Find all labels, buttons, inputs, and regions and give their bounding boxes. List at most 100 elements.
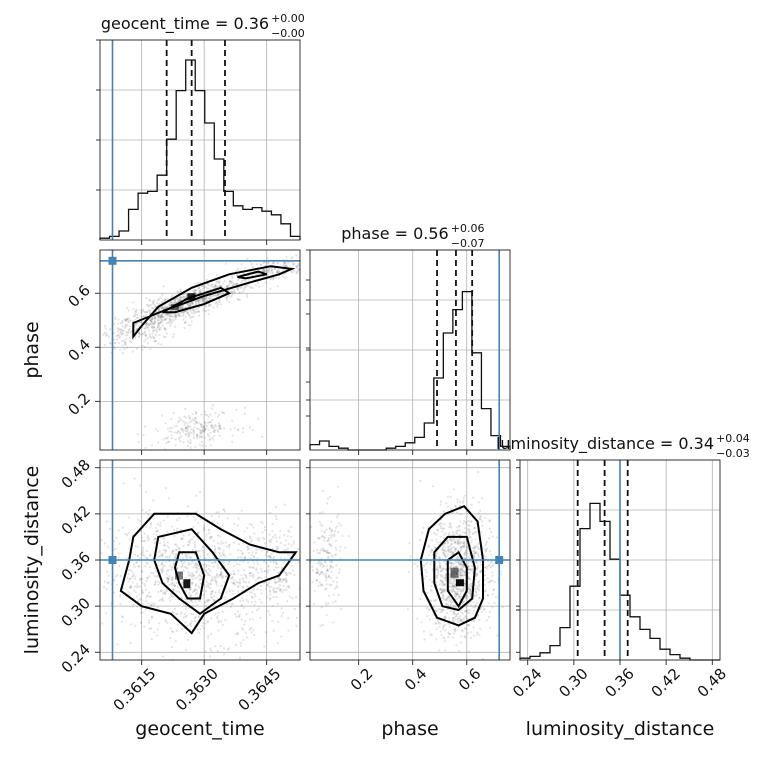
scatter-point <box>216 564 219 567</box>
scatter-point <box>478 596 481 600</box>
scatter-point <box>220 620 223 623</box>
scatter-point <box>450 551 453 554</box>
scatter-point <box>204 410 207 413</box>
scatter-point <box>197 299 201 302</box>
scatter-point <box>291 569 294 572</box>
scatter-point <box>230 572 233 576</box>
scatter-point <box>134 310 137 313</box>
scatter-point <box>419 539 422 542</box>
scatter-point <box>200 625 204 628</box>
scatter-point <box>491 606 494 609</box>
scatter-point <box>178 547 181 550</box>
scatter-point <box>437 561 441 564</box>
scatter-point <box>256 282 259 285</box>
scatter-point <box>462 618 465 621</box>
scatter-point <box>451 584 454 587</box>
scatter-point <box>210 590 213 593</box>
scatter-point <box>126 323 129 327</box>
scatter-point <box>251 286 254 289</box>
scatter-point <box>280 615 283 618</box>
scatter-point <box>477 555 480 558</box>
scatter-point <box>465 550 468 554</box>
scatter-point <box>321 511 324 514</box>
scatter-point <box>188 430 191 434</box>
scatter-point <box>104 327 107 330</box>
scatter-point <box>155 530 158 533</box>
scatter-point <box>114 575 117 578</box>
scatter-point <box>164 620 167 623</box>
scatter-point <box>451 636 454 639</box>
scatter-point <box>268 598 272 601</box>
scatter-point <box>486 547 489 550</box>
scatter-point <box>458 572 461 576</box>
scatter-point <box>203 298 207 301</box>
scatter-point <box>487 594 490 597</box>
scatter-point <box>102 586 106 589</box>
scatter-point <box>278 578 282 581</box>
scatter-point <box>236 556 240 559</box>
scatter-point <box>126 533 129 537</box>
scatter-point <box>187 435 190 438</box>
scatter-point <box>441 594 445 597</box>
scatter-point <box>207 568 211 571</box>
scatter-point <box>167 440 170 444</box>
scatter-point <box>222 553 226 556</box>
scatter-point <box>451 563 454 566</box>
scatter-point <box>292 557 295 560</box>
contour-line <box>119 512 298 635</box>
scatter-point <box>236 282 239 285</box>
scatter-point <box>186 505 190 508</box>
scatter-point <box>150 616 153 619</box>
scatter-point <box>447 533 451 536</box>
scatter-point <box>431 549 434 552</box>
scatter-point <box>203 428 207 431</box>
scatter-point <box>488 610 491 614</box>
scatter-point <box>134 318 137 321</box>
scatter-point <box>164 486 167 490</box>
scatter-point <box>213 595 216 598</box>
scatter-point <box>325 577 328 580</box>
scatter-point <box>451 551 455 554</box>
scatter-point <box>146 602 150 605</box>
scatter-point <box>191 604 194 608</box>
scatter-point <box>130 623 133 626</box>
scatter-point <box>472 552 475 555</box>
scatter-point <box>341 534 344 537</box>
scatter-point <box>238 581 241 584</box>
scatter-point <box>272 277 276 280</box>
scatter-point <box>436 619 440 622</box>
scatter-point <box>202 300 205 303</box>
scatter-point <box>214 561 217 564</box>
scatter-point <box>476 545 479 548</box>
scatter-point <box>121 329 124 332</box>
scatter-point <box>296 264 300 267</box>
scatter-point <box>207 297 211 300</box>
scatter-point <box>204 304 207 307</box>
scatter-point <box>443 617 446 620</box>
scatter-point <box>454 541 457 544</box>
scatter-point <box>137 332 141 335</box>
scatter-point <box>285 581 288 584</box>
scatter-point <box>148 304 151 307</box>
scatter-point <box>489 579 492 582</box>
scatter-point <box>454 547 458 550</box>
scatter-point <box>168 596 171 599</box>
scatter-point <box>456 532 459 535</box>
scatter-point <box>287 617 290 620</box>
scatter-point <box>172 563 176 566</box>
scatter-point <box>461 564 465 567</box>
scatter-point <box>252 562 256 565</box>
scatter-point <box>214 302 218 305</box>
tick-label-luminosity_distance: 0.48 <box>58 456 94 492</box>
tick-label-luminosity_distance: 0.24 <box>58 640 94 676</box>
scatter-point <box>190 303 193 307</box>
scatter-point <box>141 551 144 555</box>
scatter-point <box>461 574 464 577</box>
scatter-point <box>437 620 440 624</box>
scatter-point <box>192 535 195 538</box>
scatter-point <box>480 606 483 609</box>
scatter-point <box>460 611 463 614</box>
scatter-point <box>204 297 207 300</box>
scatter-point <box>237 569 240 572</box>
scatter-point <box>142 554 145 557</box>
